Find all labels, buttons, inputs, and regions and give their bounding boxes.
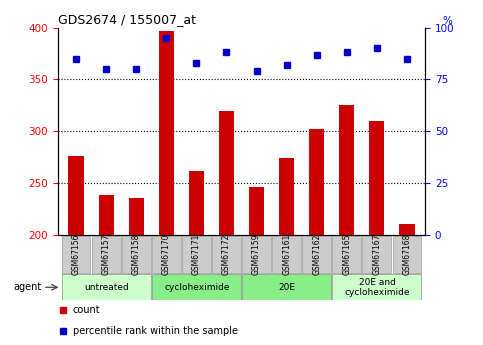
Text: 20E and
cycloheximide: 20E and cycloheximide: [345, 278, 410, 297]
Bar: [309, 129, 324, 235]
Bar: [399, 224, 414, 235]
Bar: [249, 187, 264, 235]
Bar: [189, 171, 204, 235]
FancyBboxPatch shape: [61, 236, 90, 273]
Text: count: count: [72, 305, 100, 315]
FancyBboxPatch shape: [362, 236, 391, 273]
Bar: [219, 111, 234, 235]
Text: cycloheximide: cycloheximide: [164, 283, 230, 292]
Text: GDS2674 / 155007_at: GDS2674 / 155007_at: [58, 13, 196, 27]
Text: agent: agent: [13, 282, 42, 292]
Bar: [159, 31, 174, 235]
FancyBboxPatch shape: [152, 274, 241, 300]
FancyBboxPatch shape: [302, 236, 331, 273]
Text: GSM67159: GSM67159: [252, 234, 261, 275]
Text: untreated: untreated: [85, 283, 129, 292]
Text: 20E: 20E: [279, 283, 296, 292]
Text: GSM67161: GSM67161: [282, 234, 291, 275]
Y-axis label: %: %: [442, 16, 452, 26]
Bar: [69, 156, 84, 235]
Bar: [128, 198, 144, 235]
Text: GSM67171: GSM67171: [192, 234, 201, 275]
FancyBboxPatch shape: [242, 236, 271, 273]
FancyBboxPatch shape: [242, 274, 331, 300]
Text: percentile rank within the sample: percentile rank within the sample: [72, 326, 238, 336]
Text: GSM67170: GSM67170: [162, 234, 171, 275]
Text: GSM67167: GSM67167: [372, 234, 382, 275]
Text: GSM67172: GSM67172: [222, 234, 231, 275]
FancyBboxPatch shape: [272, 236, 301, 273]
Text: GSM67157: GSM67157: [101, 234, 111, 275]
Bar: [339, 105, 355, 235]
Text: GSM67165: GSM67165: [342, 234, 351, 275]
FancyBboxPatch shape: [61, 274, 151, 300]
FancyBboxPatch shape: [152, 236, 181, 273]
FancyBboxPatch shape: [122, 236, 151, 273]
FancyBboxPatch shape: [332, 236, 361, 273]
Text: GSM67158: GSM67158: [132, 234, 141, 275]
Text: GSM67168: GSM67168: [402, 234, 412, 275]
Text: GSM67162: GSM67162: [312, 234, 321, 275]
FancyBboxPatch shape: [212, 236, 241, 273]
FancyBboxPatch shape: [332, 274, 422, 300]
Bar: [279, 158, 294, 235]
Bar: [99, 195, 114, 235]
FancyBboxPatch shape: [182, 236, 211, 273]
FancyBboxPatch shape: [393, 236, 422, 273]
FancyBboxPatch shape: [92, 236, 121, 273]
Bar: [369, 121, 384, 235]
Text: GSM67156: GSM67156: [71, 234, 81, 275]
